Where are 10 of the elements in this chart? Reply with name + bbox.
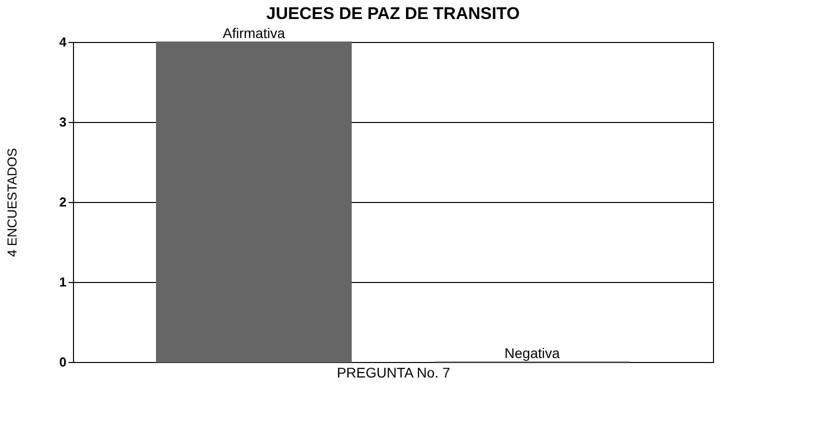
y-tick-label: 3 [59, 114, 66, 130]
x-tick-label: Negativa [504, 345, 560, 361]
y-axis-title: 4 ENCUESTADOS [4, 148, 20, 257]
y-tick-label: 2 [59, 194, 66, 210]
y-tick-label: 4 [59, 34, 68, 50]
x-tick-label: Afirmativa [222, 25, 286, 41]
y-tick-label: 1 [59, 274, 66, 290]
x-axis-title: PREGUNTA No. 7 [336, 364, 450, 380]
y-tick-label: 0 [59, 354, 66, 370]
chart-title: JUECES DE PAZ DE TRANSITO [266, 4, 520, 23]
